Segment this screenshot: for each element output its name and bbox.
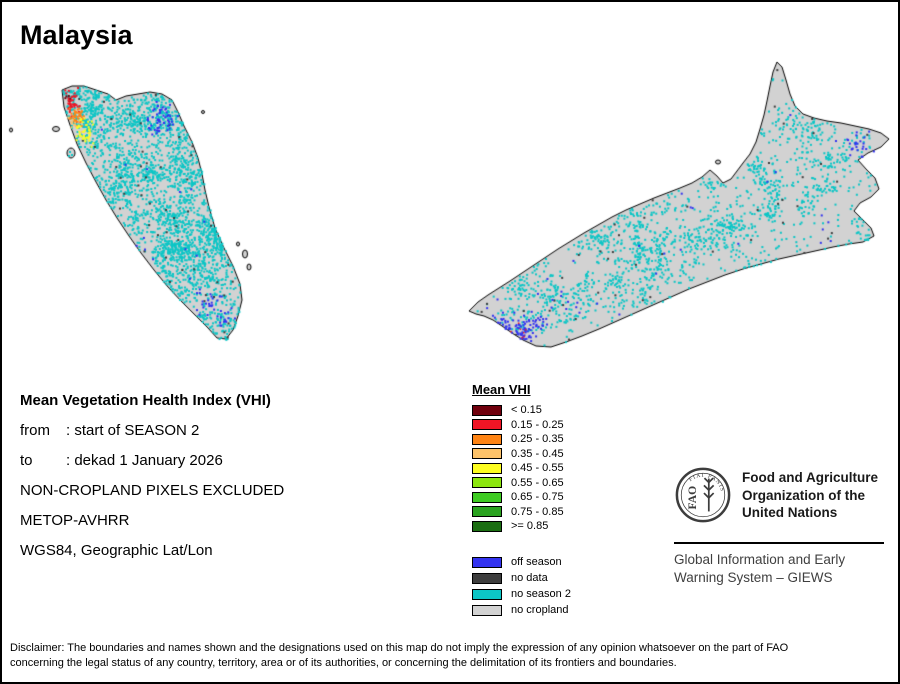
legend-item: off season	[472, 556, 571, 568]
legend-label: >= 0.85	[511, 520, 549, 532]
legend-item: 0.55 - 0.65	[472, 477, 571, 489]
legend-swatch	[472, 477, 502, 488]
legend-item: 0.75 - 0.85	[472, 506, 571, 518]
legend-swatch	[472, 572, 502, 584]
legend-swatch	[472, 604, 502, 616]
to-value: : dekad 1 January 2026	[66, 452, 223, 469]
legend-extra: off season no data no season 2 no cropland	[472, 556, 571, 616]
fao-divider	[674, 542, 884, 544]
legend-item: no cropland	[472, 604, 571, 616]
legend-swatch	[472, 491, 502, 503]
legend-label: 0.35 - 0.45	[511, 447, 564, 460]
metadata-sensor: METOP-AVHRR	[20, 512, 130, 529]
legend-item: 0.35 - 0.45	[472, 448, 571, 460]
metadata-exclusion: NON-CROPLAND PIXELS EXCLUDED	[20, 482, 285, 499]
fao-org-name: Food and Agriculture Organization of the…	[742, 470, 878, 520]
legend-item: >= 0.85	[472, 520, 571, 532]
legend-item: no season 2	[472, 588, 571, 600]
legend-swatch	[472, 419, 502, 430]
legend-item: 0.65 - 0.75	[472, 491, 571, 503]
legend-label: off season	[511, 556, 562, 568]
legend-item: no data	[472, 572, 571, 584]
fao-letters: FAO	[686, 486, 699, 510]
legend: Mean VHI < 0.15 0.15 - 0.25 0.25 - 0.35 0.3…	[472, 382, 571, 620]
from-value: : start of SEASON 2	[66, 422, 200, 439]
legend-label: 0.55 - 0.65	[511, 476, 564, 489]
legend-item: 0.45 - 0.55	[472, 462, 571, 474]
legend-label: 0.45 - 0.55	[511, 462, 564, 474]
legend-label: no season 2	[511, 588, 571, 600]
legend-title: Mean VHI	[472, 382, 531, 397]
legend-label: no data	[511, 572, 548, 584]
legend-label: 0.65 - 0.75	[511, 491, 564, 503]
legend-swatch	[472, 433, 502, 445]
legend-swatch	[472, 506, 502, 517]
legend-label: 0.75 - 0.85	[511, 505, 564, 518]
from-label: from	[20, 422, 50, 439]
disclaimer-text: Disclaimer: The boundaries and names sho…	[10, 642, 789, 669]
legend-swatch	[472, 462, 502, 474]
legend-label: 0.15 - 0.25	[511, 418, 564, 431]
fao-logo-icon: FIAT PANIS FAO	[675, 467, 731, 523]
legend-swatch	[472, 404, 502, 416]
to-label: to	[20, 452, 33, 469]
fao-block: FIAT PANIS FAO Food and Agriculture Orga…	[674, 466, 884, 587]
legend-swatch	[472, 588, 502, 600]
giews-label: Global Information and Early Warning Sys…	[674, 552, 846, 585]
metadata-to: to : dekad 1 January 2026	[20, 452, 284, 469]
metadata-heading: Mean Vegetation Health Index (VHI)	[20, 392, 271, 409]
legend-item: 0.15 - 0.25	[472, 419, 571, 431]
legend-classes: < 0.15 0.15 - 0.25 0.25 - 0.35 0.35 - 0.45 0…	[472, 404, 571, 532]
legend-label: < 0.15	[511, 404, 542, 416]
malaysia-map-canvas	[2, 2, 898, 372]
legend-label: no cropland	[511, 604, 569, 616]
metadata-projection: WGS84, Geographic Lat/Lon	[20, 542, 213, 559]
legend-swatch	[472, 520, 502, 532]
metadata-from: from : start of SEASON 2	[20, 422, 284, 439]
page-title: Malaysia	[20, 20, 133, 50]
legend-item: < 0.15	[472, 404, 571, 416]
legend-swatch	[472, 556, 502, 568]
metadata-block: Mean Vegetation Health Index (VHI) from:…	[20, 392, 284, 572]
fao-header: FIAT PANIS FAO Food and Agriculture Orga…	[674, 466, 884, 524]
legend-swatch	[472, 448, 502, 459]
legend-item: 0.25 - 0.35	[472, 433, 571, 445]
legend-label: 0.25 - 0.35	[511, 433, 564, 445]
